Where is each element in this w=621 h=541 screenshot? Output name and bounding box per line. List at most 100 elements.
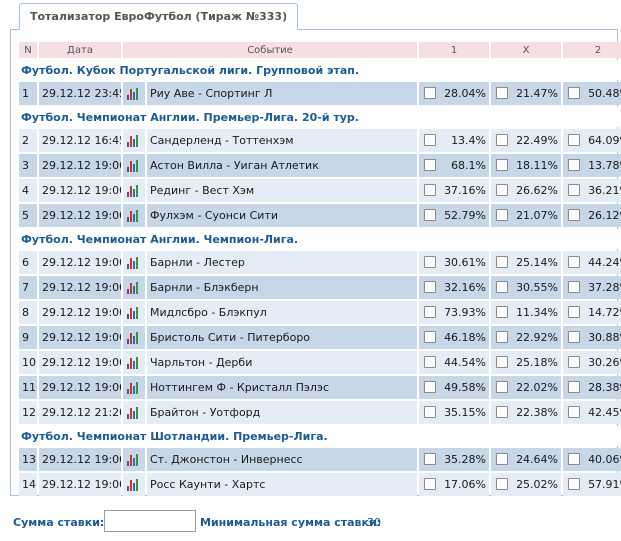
bar-chart-icon[interactable] [127, 357, 141, 369]
checkbox-outcome-1[interactable] [424, 406, 437, 418]
bar-chart-icon[interactable] [127, 407, 141, 419]
match-date: 29.12.12 19:00 [39, 154, 121, 177]
outcome-x-cell: 22.38% [491, 401, 562, 424]
checkbox-outcome-x[interactable] [496, 209, 509, 221]
match-number: 13 [19, 448, 37, 471]
match-number: 14 [19, 473, 37, 496]
match-date-text: 29.12.12 19:00 [42, 184, 121, 197]
bar-chart-icon[interactable] [127, 135, 141, 147]
bar-chart-icon[interactable] [127, 307, 141, 319]
checkbox-outcome-1[interactable] [424, 478, 437, 490]
match-event: Брайтон - Уотфорд [147, 401, 418, 424]
header-outcome-1: 1 [419, 42, 490, 58]
match-date: 29.12.12 19:00 [39, 301, 121, 324]
stats-cell [123, 326, 145, 349]
checkbox-outcome-x[interactable] [496, 184, 509, 196]
bar-chart-icon[interactable] [127, 210, 141, 222]
match-date-text: 29.12.12 16:45 [42, 134, 121, 147]
outcome-x-cell: 26.62% [491, 179, 562, 202]
checkbox-outcome-x[interactable] [496, 256, 509, 268]
checkbox-outcome-2[interactable] [568, 478, 581, 490]
bar-chart-icon[interactable] [127, 332, 141, 344]
table-row: 13 29.12.12 19:00 Ст. Джонстон - Инвернесс… [19, 448, 621, 471]
checkbox-outcome-1[interactable] [424, 184, 437, 196]
checkbox-outcome-2[interactable] [568, 331, 581, 343]
checkbox-outcome-x[interactable] [496, 478, 509, 490]
outcome-1-cell: 28.04% [419, 82, 490, 105]
outcome-1-cell: 30.61% [419, 251, 490, 274]
match-number-text: 14 [22, 478, 36, 491]
stake-input[interactable] [104, 510, 196, 532]
checkbox-outcome-x[interactable] [496, 87, 509, 99]
bar-chart-icon[interactable] [127, 185, 141, 197]
bar-chart-icon[interactable] [127, 88, 141, 100]
checkbox-outcome-2[interactable] [568, 406, 581, 418]
outcome-percent: 46.18% [444, 331, 487, 344]
checkbox-outcome-x[interactable] [496, 134, 509, 146]
checkbox-outcome-2[interactable] [568, 356, 581, 368]
checkbox-outcome-x[interactable] [496, 356, 509, 368]
checkbox-outcome-2[interactable] [568, 184, 581, 196]
checkbox-outcome-1[interactable] [424, 331, 437, 343]
outcome-percent: 32.16% [444, 281, 487, 294]
checkbox-outcome-1[interactable] [424, 209, 437, 221]
bar-chart-icon[interactable] [127, 257, 141, 269]
min-stake-value: 30 [367, 516, 381, 529]
checkbox-outcome-1[interactable] [424, 356, 437, 368]
outcome-1-cell: 52.79% [419, 204, 490, 227]
checkbox-outcome-2[interactable] [568, 256, 581, 268]
outcome-percent: 25.02% [516, 478, 559, 491]
outcome-percent: 35.15% [444, 406, 487, 419]
outcome-percent: 52.79% [444, 209, 487, 222]
outcome-1-cell: 32.16% [419, 276, 490, 299]
checkbox-outcome-2[interactable] [568, 381, 581, 393]
checkbox-outcome-2[interactable] [568, 306, 581, 318]
match-number-text: 13 [22, 453, 36, 466]
checkbox-outcome-x[interactable] [496, 331, 509, 343]
match-number: 2 [19, 129, 37, 152]
outcome-percent: 30.61% [444, 256, 487, 269]
bar-chart-icon[interactable] [127, 160, 141, 172]
checkbox-outcome-1[interactable] [424, 381, 437, 393]
checkbox-outcome-2[interactable] [568, 159, 581, 171]
table-row: 10 29.12.12 19:00 Чарльтон - Дерби 44.54% 25… [19, 351, 621, 374]
match-number: 7 [19, 276, 37, 299]
checkbox-outcome-2[interactable] [568, 453, 581, 465]
checkbox-outcome-2[interactable] [568, 87, 581, 99]
checkbox-outcome-x[interactable] [496, 281, 509, 293]
checkbox-outcome-1[interactable] [424, 87, 437, 99]
checkbox-outcome-2[interactable] [568, 134, 581, 146]
outcome-percent: 30.55% [516, 281, 559, 294]
checkbox-outcome-x[interactable] [496, 159, 509, 171]
outcome-x-cell: 21.47% [491, 82, 562, 105]
checkbox-outcome-1[interactable] [424, 159, 437, 171]
checkbox-outcome-1[interactable] [424, 134, 437, 146]
match-number: 6 [19, 251, 37, 274]
league-header: Футбол. Кубок Португальской лиги. Группо… [19, 60, 621, 80]
outcome-percent: 44.24% [588, 256, 621, 269]
bar-chart-icon[interactable] [127, 382, 141, 394]
table-row: 5 29.12.12 19:00 Фулхэм - Суонси Сити 52.79… [19, 204, 621, 227]
outcome-2-cell: 30.88% [563, 326, 621, 349]
checkbox-outcome-1[interactable] [424, 256, 437, 268]
match-event: Росс Каунти - Хартс [147, 473, 418, 496]
bar-chart-icon[interactable] [127, 454, 141, 466]
checkbox-outcome-1[interactable] [424, 306, 437, 318]
checkbox-outcome-1[interactable] [424, 281, 437, 293]
bar-chart-icon[interactable] [127, 282, 141, 294]
checkbox-outcome-x[interactable] [496, 381, 509, 393]
match-number: 10 [19, 351, 37, 374]
outcome-1-cell: 13.4% [419, 129, 490, 152]
tab-totalizator[interactable]: Тотализатор ЕвроФутбол (Тираж №333) [19, 3, 299, 31]
checkbox-outcome-x[interactable] [496, 453, 509, 465]
checkbox-outcome-1[interactable] [424, 453, 437, 465]
checkbox-outcome-2[interactable] [568, 281, 581, 293]
checkbox-outcome-x[interactable] [496, 406, 509, 418]
league-title: Футбол. Чемпионат Англии. Чемпион-Лига. [19, 229, 621, 249]
outcome-2-cell: 57.91% [563, 473, 621, 496]
league-title: Футбол. Чемпионат Шотландии. Премьер-Лиг… [19, 426, 621, 446]
checkbox-outcome-2[interactable] [568, 209, 581, 221]
checkbox-outcome-x[interactable] [496, 306, 509, 318]
bar-chart-icon[interactable] [127, 479, 141, 491]
match-date-text: 29.12.12 19:00 [42, 281, 121, 294]
